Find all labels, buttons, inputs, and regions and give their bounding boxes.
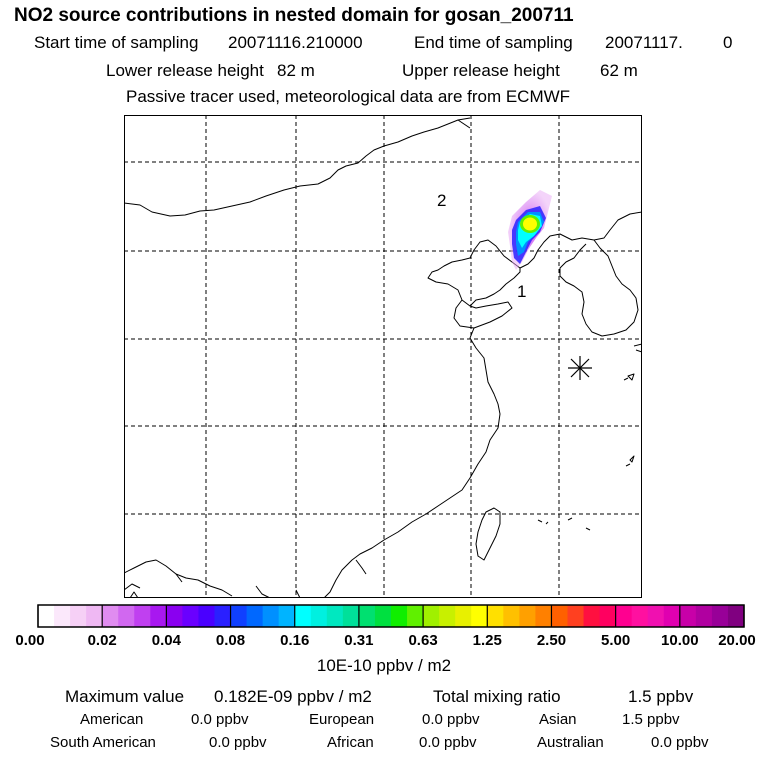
colorbar-cell [455, 605, 472, 627]
colorbar-cell [310, 605, 328, 627]
end-time-suffix: 0 [723, 33, 733, 52]
region-name: American [80, 711, 144, 728]
grid-lines [124, 115, 642, 598]
colorbar-cell [294, 605, 312, 627]
colorbar-cell [567, 605, 585, 627]
lower-height-label: Lower release height [106, 61, 264, 80]
colorbar-cell [182, 605, 199, 627]
region-label-1: 1 [517, 282, 526, 301]
map-frame [124, 115, 642, 598]
colorbar-tick-label: 0.16 [280, 632, 310, 649]
colorbar-unit: 10E-10 ppbv / m2 [316, 656, 452, 675]
colorbar-cell [391, 605, 408, 627]
colorbar-tick-label: 0.08 [215, 632, 246, 649]
colorbar-cell [487, 605, 504, 627]
colorbar-cell [134, 605, 151, 627]
colorbar-cell [615, 605, 633, 627]
colorbar-cell [695, 605, 713, 627]
colorbar-tick-label: 0.04 [151, 632, 181, 649]
colorbar-cell [679, 605, 697, 627]
colorbar-cell [86, 605, 103, 627]
region-value: 0.0 ppbv [651, 734, 709, 751]
region-value: 0.0 ppbv [419, 734, 477, 751]
colorbar-cell [599, 605, 617, 627]
plot-title: NO2 source contributions in nested domai… [14, 5, 574, 26]
colorbar-cell [711, 605, 729, 627]
colorbar-tick-label: 1.25 [472, 632, 502, 649]
colorbar-cell [535, 605, 552, 627]
colorbar-cell [407, 605, 424, 627]
colorbar-cell [583, 605, 601, 627]
colorbar-cell [118, 605, 135, 627]
colorbar-tick-label: 0.02 [87, 632, 117, 649]
region-label-2: 2 [437, 191, 446, 210]
colorbar-cell [423, 605, 440, 627]
end-time-value: 20071117. [605, 33, 683, 52]
receptor-marker-icon [568, 356, 592, 380]
region-name: South American [50, 734, 156, 751]
end-time-label: End time of sampling [414, 33, 573, 52]
region-name: Australian [537, 734, 604, 751]
colorbar-tick-label: 2.50 [536, 632, 567, 649]
colorbar-cell [358, 605, 376, 627]
region-name: African [327, 734, 374, 751]
region-value: 0.0 ppbv [209, 734, 267, 751]
coastlines [124, 117, 642, 598]
colorbar-cell [471, 605, 488, 627]
region-name: European [309, 711, 375, 728]
colorbar-tick-label: 0.31 [344, 632, 374, 649]
colorbar-cell [503, 605, 520, 627]
colorbar-cell [647, 605, 665, 627]
colorbar-tick-label: 0.00 [15, 632, 45, 649]
colorbar-cell [102, 605, 119, 627]
colorbar-cell [374, 605, 392, 627]
region-value: 1.5 ppbv [622, 711, 680, 728]
region-name: Asian [539, 711, 577, 728]
start-time-value: 20071116.210000 [228, 33, 363, 52]
colorbar-cell [262, 605, 280, 627]
total-mixing-label: Total mixing ratio [433, 687, 561, 706]
max-value-label: Maximum value [65, 687, 185, 706]
colorbar-cell [727, 605, 745, 627]
concentration-plume [508, 190, 552, 270]
start-time-label: Start time of sampling [34, 33, 199, 52]
colorbar-cell [519, 605, 536, 627]
colorbar-cell [214, 605, 232, 627]
max-value: 0.182E-09 ppbv / m2 [214, 687, 372, 706]
colorbar-cell [166, 605, 183, 627]
colorbar-cell [439, 605, 456, 627]
colorbar-cell [278, 605, 296, 627]
lower-height-value: 82 m [277, 61, 315, 80]
tracer-note: Passive tracer used, meteorological data… [126, 87, 571, 106]
colorbar-cell [246, 605, 264, 627]
colorbar-cell [326, 605, 344, 627]
colorbar-cell [342, 605, 360, 627]
colorbar-cell [551, 605, 568, 627]
upper-height-value: 62 m [600, 61, 638, 80]
colorbar-cell [150, 605, 167, 627]
region-value: 0.0 ppbv [422, 711, 480, 728]
colorbar-cell [631, 605, 649, 627]
colorbar [37, 604, 745, 628]
upper-height-label: Upper release height [402, 61, 560, 80]
total-mixing-value: 1.5 ppbv [628, 687, 694, 706]
colorbar-cell [70, 605, 87, 627]
colorbar-cell [198, 605, 215, 627]
colorbar-cell [38, 605, 55, 627]
colorbar-frame [37, 604, 745, 628]
colorbar-tick-label: 20.00 [718, 632, 756, 649]
colorbar-cell [230, 605, 248, 627]
colorbar-cell [663, 605, 681, 627]
colorbar-cell [54, 605, 71, 627]
colorbar-tick-label: 0.63 [408, 632, 438, 649]
colorbar-tick-label: 5.00 [601, 632, 631, 649]
colorbar-tick-label: 10.00 [661, 632, 699, 649]
region-value: 0.0 ppbv [191, 711, 249, 728]
